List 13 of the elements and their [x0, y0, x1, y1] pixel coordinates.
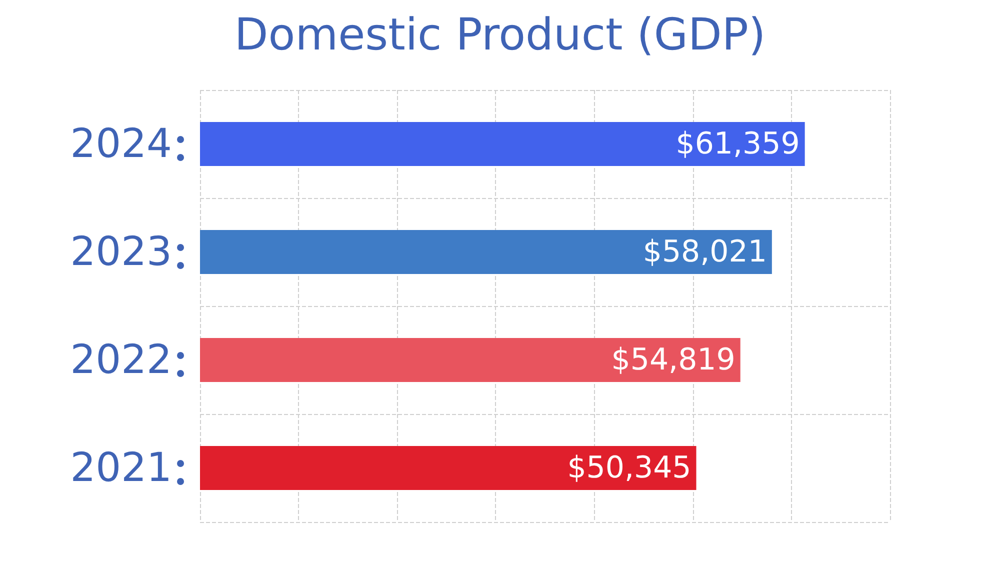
y-tick-label: 2024: [70, 121, 172, 167]
data-label: $54,819: [611, 342, 736, 378]
y-tick-label: 2023: [70, 229, 172, 275]
data-label: $50,345: [567, 450, 692, 486]
bar: [200, 338, 740, 382]
y-tick-label: 2021: [70, 445, 172, 491]
chart-title: Domestic Product (GDP): [234, 10, 766, 60]
bar: [200, 230, 772, 274]
bar: [200, 122, 805, 166]
data-label: $58,021: [642, 234, 767, 270]
bar: [200, 446, 696, 490]
y-tick-label: 2022: [70, 337, 172, 383]
data-label: $61,359: [676, 126, 800, 162]
